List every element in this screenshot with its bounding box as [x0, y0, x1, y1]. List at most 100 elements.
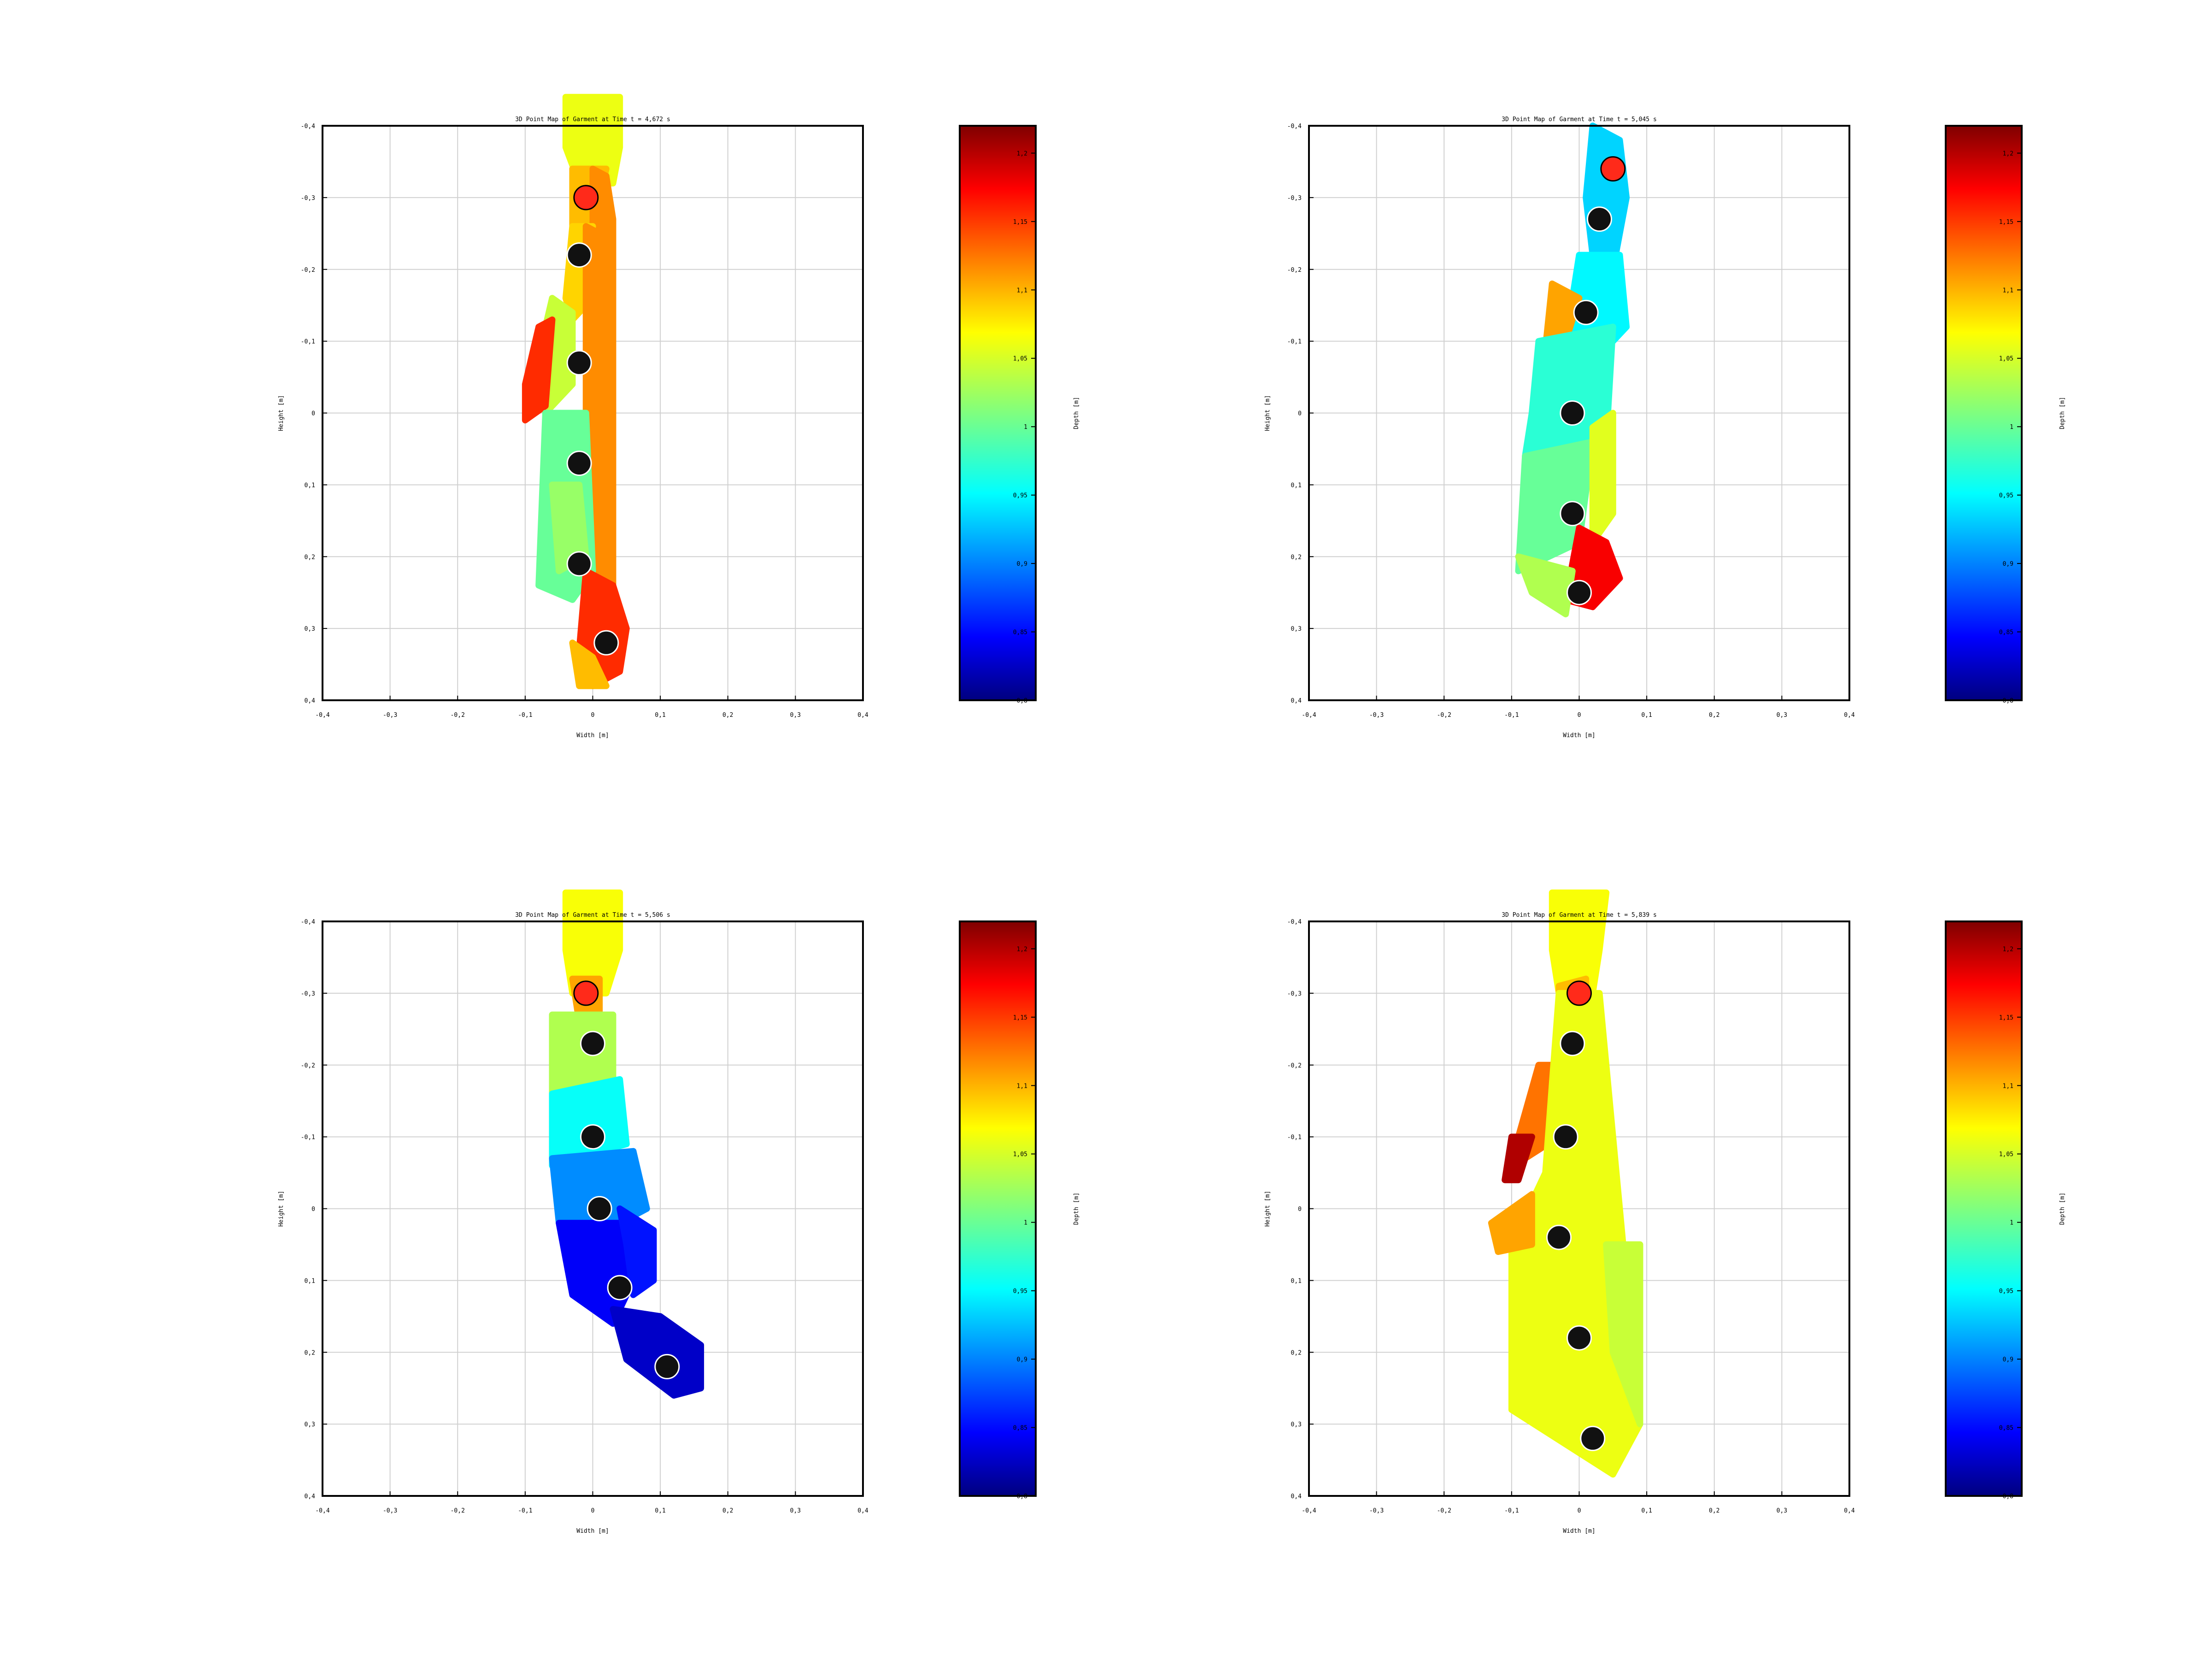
x-tick-label: -0,3	[383, 712, 397, 719]
colorbar-tick-label: 0,9	[1017, 1356, 1027, 1363]
marker-point	[580, 1124, 605, 1150]
y-tick-label: 0,3	[1291, 1421, 1302, 1428]
x-tick-label: 0,1	[1641, 712, 1652, 719]
colorbar-tick-label: 0,9	[1017, 561, 1027, 568]
colorbar-tick-label: 1	[2010, 424, 2013, 431]
x-tick-label: -0,1	[518, 712, 532, 719]
garment-point-cloud	[522, 94, 630, 689]
y-tick-label: -0,3	[1287, 991, 1302, 997]
marker-point	[580, 1031, 605, 1056]
x-tick-label: 0,2	[1709, 712, 1719, 719]
garment-region	[610, 1306, 704, 1399]
x-tick-label: 0,3	[790, 1507, 801, 1514]
x-tick-label: -0,4	[315, 712, 329, 719]
marker-point-red	[1567, 980, 1592, 1006]
x-tick-label: 0,4	[857, 712, 868, 719]
y-axis-label: Height [m]	[1264, 395, 1271, 431]
x-tick-label: 0,1	[655, 1507, 665, 1514]
colorbar-label: Depth [m]	[2059, 1192, 2066, 1225]
y-axis-label: Height [m]	[1264, 1190, 1271, 1226]
marker-point	[1567, 580, 1592, 605]
marker-point	[1553, 1124, 1578, 1150]
y-tick-label: -0,3	[301, 195, 315, 202]
marker-point	[566, 242, 592, 268]
colorbar-tick-label: 1,2	[1017, 946, 1027, 953]
colorbar-tick-label: 1	[1024, 424, 1027, 431]
y-tick-label: 0,4	[1291, 1493, 1302, 1500]
y-tick-label: 0,1	[1291, 1278, 1302, 1284]
garment-region	[616, 1205, 657, 1298]
chart-title: 3D Point Map of Garment at Time t = 4,67…	[515, 116, 670, 123]
x-tick-label: 0	[1578, 712, 1581, 719]
x-tick-label: -0,1	[1504, 1507, 1519, 1514]
y-tick-label: -0,1	[1287, 1134, 1302, 1141]
y-tick-label: -0,4	[1287, 123, 1302, 130]
colorbar-tick-label: 1,15	[1999, 1014, 2013, 1021]
y-tick-label: 0,1	[1291, 482, 1302, 489]
y-tick-label: 0	[1298, 410, 1302, 417]
x-tick-label: -0,2	[1437, 712, 1451, 719]
garment-point-cloud	[549, 889, 704, 1399]
colorbar-tick-label: 1,05	[1013, 356, 1027, 363]
colorbar-tick-label: 1,15	[1999, 219, 2013, 226]
marker-point	[654, 1354, 680, 1379]
colorbar-tick-label: 1,2	[1017, 150, 1027, 157]
colorbar-tick-label: 1,1	[1017, 1083, 1027, 1090]
marker-point	[587, 1196, 612, 1221]
x-tick-label: 0,1	[1641, 1507, 1652, 1514]
marker-point	[566, 451, 592, 476]
chart-title: 3D Point Map of Garment at Time t = 5,50…	[515, 912, 670, 919]
y-tick-label: -0,4	[1287, 919, 1302, 926]
x-tick-label: 0	[591, 712, 595, 719]
y-axis-label: Height [m]	[278, 1190, 285, 1226]
x-tick-label: 0,2	[722, 712, 733, 719]
y-tick-label: 0,4	[1291, 698, 1302, 704]
colorbar-tick-label: 1,1	[1017, 287, 1027, 294]
colorbar-tick-label: 0,8	[2003, 1493, 2013, 1500]
colorbar-tick-label: 0,85	[1999, 1425, 2013, 1432]
garment-region	[562, 94, 623, 187]
x-tick-label: -0,2	[451, 712, 465, 719]
colorbar-tick-label: 0,9	[2003, 1356, 2013, 1363]
colorbar-tick-label: 1,05	[1999, 356, 2013, 363]
colorbar-tick-label: 1,05	[1013, 1151, 1027, 1158]
x-tick-label: 0,4	[857, 1507, 868, 1514]
colorbar-label: Depth [m]	[1073, 1192, 1080, 1225]
x-tick-label: -0,2	[451, 1507, 465, 1514]
y-tick-label: 0,2	[1291, 1349, 1302, 1356]
y-axis-label: Height [m]	[278, 395, 285, 431]
x-tick-label: 0,2	[722, 1507, 733, 1514]
subplot-3: -0,4 -0,3 -0,2 -0,1 0 0,1 0,2 0,3 0,4 -0,4 -0,3 -0,…	[278, 889, 1080, 1535]
y-tick-label: -0,2	[1287, 267, 1302, 274]
garment-region	[1603, 1241, 1643, 1428]
colorbar-tick-label: 1,1	[2003, 287, 2013, 294]
y-tick-label: 0,1	[305, 1278, 315, 1284]
y-tick-label: 0,3	[1291, 626, 1302, 633]
y-tick-label: 0,4	[305, 1493, 316, 1500]
colorbar-tick-label: 1,15	[1013, 219, 1027, 226]
colorbar-tick-label: 0,85	[1013, 629, 1027, 636]
y-tick-label: -0,1	[1287, 339, 1302, 346]
y-tick-label: 0	[311, 410, 315, 417]
colorbar-tick-label: 1,1	[2003, 1083, 2013, 1090]
colorbar-tick-label: 1,15	[1013, 1014, 1027, 1021]
marker-point	[1573, 299, 1599, 325]
marker-point-red	[1600, 156, 1626, 182]
y-tick-label: -0,2	[301, 1062, 315, 1069]
subplot-4: -0,4 -0,3 -0,2 -0,1 0 0,1 0,2 0,3 0,4-0,4-0,3-0,…	[1264, 889, 2066, 1535]
x-axis-label: Width [m]	[576, 732, 609, 739]
marker-point	[1586, 206, 1612, 232]
garment-region	[522, 316, 556, 424]
chart-title: 3D Point Map of Garment at Time t = 5,83…	[1502, 912, 1657, 919]
y-tick-label: -0,4	[301, 919, 315, 926]
x-tick-label: -0,4	[1302, 712, 1316, 719]
y-tick-label: -0,2	[1287, 1062, 1302, 1069]
x-tick-label: 0	[591, 1507, 595, 1514]
x-axis-label: Width [m]	[1563, 1528, 1595, 1535]
marker-point-red	[573, 980, 599, 1006]
colorbar-tick-label: 1,2	[2003, 946, 2013, 953]
chart-title: 3D Point Map of Garment at Time t = 5,04…	[1502, 116, 1657, 123]
garment-region	[1508, 990, 1643, 1478]
colorbar-tick-label: 1	[1024, 1219, 1027, 1226]
